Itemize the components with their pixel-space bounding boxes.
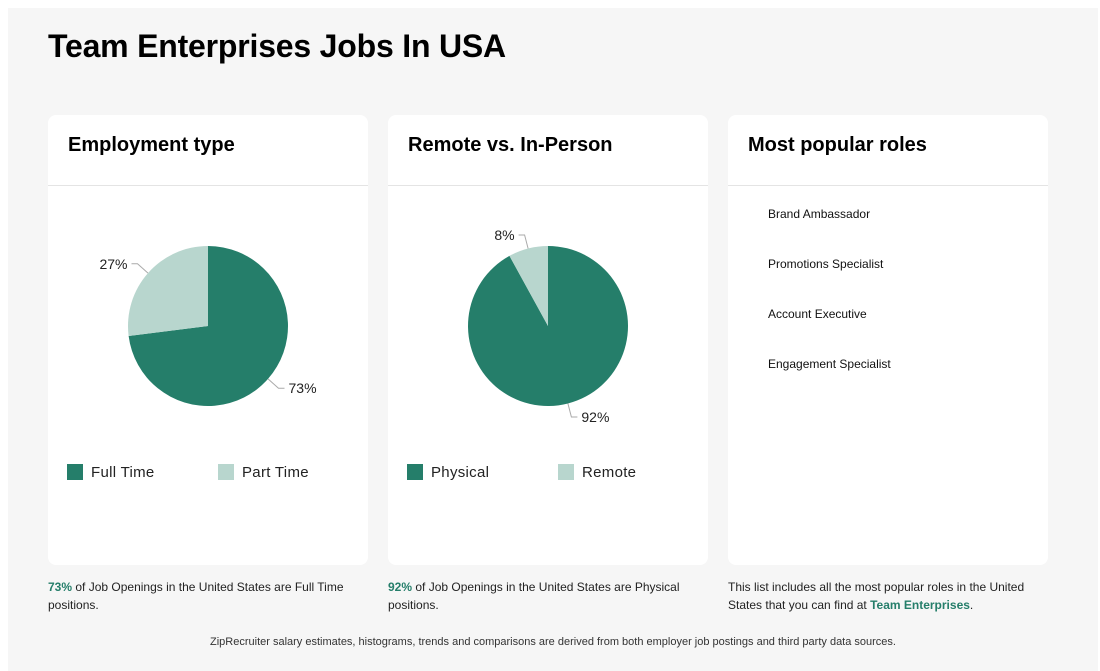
popular-roles-caption: This list includes all the most popular … — [728, 578, 1048, 614]
legend-label: Physical — [431, 463, 490, 481]
legend-label: Part Time — [242, 463, 309, 481]
pie-slice-remote — [509, 246, 548, 326]
employment-type-card: Employment type 73% 27% Full Time Part Tim… — [48, 115, 368, 565]
team-enterprises-link[interactable]: Team Enterprises — [870, 598, 970, 612]
data-label-remote: 8% — [494, 227, 514, 243]
caption-highlight-value: 73% — [48, 580, 73, 594]
legend-swatch — [558, 464, 574, 480]
role-item[interactable]: Promotions Specialist — [768, 257, 884, 271]
role-item[interactable]: Engagement Specialist — [768, 357, 891, 371]
legend-label: Full Time — [91, 463, 155, 481]
caption-text: This list includes all the most popular … — [728, 580, 1025, 612]
page-panel: Team Enterprises Jobs In USA Employment … — [8, 8, 1098, 671]
legend-item-part-time: Part Time — [218, 462, 309, 482]
employment-type-caption: 73% of Job Openings in the United States… — [48, 578, 368, 614]
legend-swatch — [218, 464, 234, 480]
caption-end: . — [969, 598, 974, 612]
page-title: Team Enterprises Jobs In USA — [48, 28, 506, 64]
legend-item-full-time: Full Time — [67, 462, 155, 482]
card-divider — [388, 185, 708, 186]
remote-vs-in-person-title: Remote vs. In-Person — [408, 134, 613, 156]
caption-highlight-value: 92% — [388, 580, 413, 594]
leader-line-part-time — [131, 263, 149, 274]
remote-vs-in-person-legend: Physical Remote — [407, 462, 697, 482]
remote-vs-in-person-card: Remote vs. In-Person 92% 8% Physical Remot… — [388, 115, 708, 565]
card-divider — [48, 185, 368, 186]
popular-roles-list: Brand Ambassador Promotions Specialist A… — [768, 207, 891, 407]
popular-roles-card: Most popular roles Brand Ambassador Prom… — [728, 115, 1048, 565]
data-label-physical: 92% — [581, 409, 609, 425]
leader-line-physical — [567, 403, 578, 418]
employment-type-pie: 73% 27% — [99, 246, 317, 406]
remote-vs-in-person-caption: 92% of Job Openings in the United States… — [388, 578, 708, 614]
legend-item-physical: Physical — [407, 462, 489, 482]
role-item[interactable]: Account Executive — [768, 307, 867, 321]
legend-swatch — [407, 464, 423, 480]
caption-text: of Job Openings in the United States are… — [388, 580, 680, 612]
legend-swatch — [67, 464, 83, 480]
role-item[interactable]: Brand Ambassador — [768, 207, 871, 221]
card-divider — [728, 185, 1048, 186]
pie-slice-full-time — [128, 246, 288, 406]
legend-item-remote: Remote — [558, 462, 636, 482]
caption-text: of Job Openings in the United States are… — [48, 580, 344, 612]
leader-line-remote — [518, 234, 529, 249]
popular-roles-title: Most popular roles — [748, 134, 927, 156]
pie-slice-part-time — [127, 246, 208, 337]
data-label-part-time: 27% — [99, 256, 127, 272]
pie-slice-physical — [468, 246, 629, 406]
leader-line-full-time — [267, 378, 285, 389]
employment-type-title: Employment type — [68, 134, 235, 156]
legend-label: Remote — [582, 463, 637, 481]
data-label-full-time: 73% — [289, 380, 317, 396]
employment-type-legend: Full Time Part Time — [67, 462, 357, 482]
footnote: ZipRecruiter salary estimates, histogram… — [210, 636, 896, 648]
remote-vs-in-person-pie: 92% 8% — [468, 227, 629, 425]
